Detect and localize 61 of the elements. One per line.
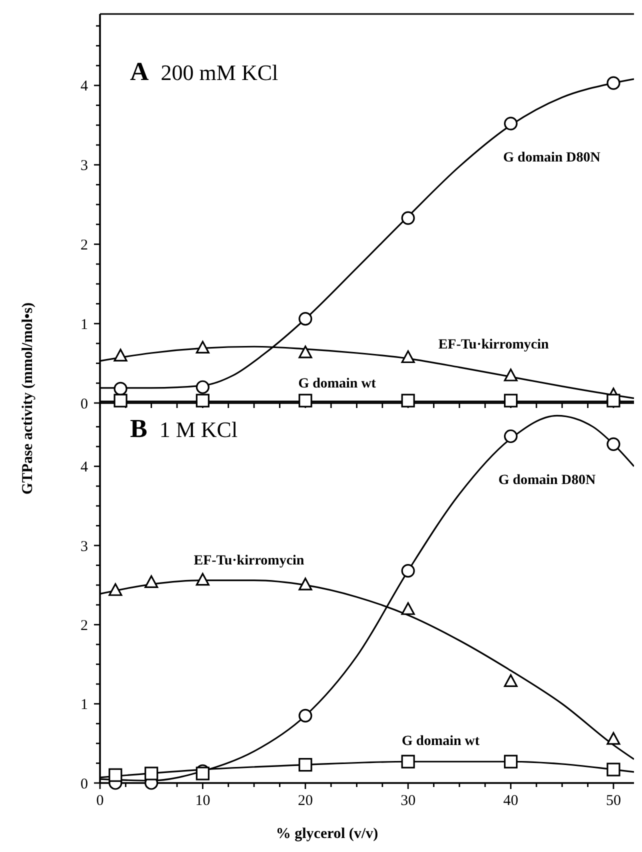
point [108,768,122,782]
point [504,674,518,687]
point [144,575,158,588]
point [504,429,518,444]
x-tick-label: 10 [195,793,210,809]
point [114,382,128,396]
point [606,732,620,745]
x-tick-label: 50 [606,793,621,809]
point [298,312,312,326]
y-tick-label: 4 [80,460,88,476]
point [606,76,620,90]
point [401,754,415,768]
point [401,564,415,578]
point [606,437,620,451]
annotation: G domain wt [402,734,480,750]
x-tick-label: 20 [298,793,313,809]
annotation: G domain wt [298,376,376,392]
point [298,708,312,723]
point [298,346,312,358]
point [144,766,158,780]
x-tick-label: 40 [503,793,518,809]
point [504,754,518,768]
point [401,602,415,615]
text: A 200 mM KCl [130,57,278,86]
y-tick-label: 0 [80,396,88,412]
point [298,758,312,772]
point [196,394,210,408]
annotation: EF-Tu·kirromycin [438,337,549,352]
point [114,394,128,408]
x-tick-label: 30 [400,793,416,809]
chart-title: B 1 M KCl [130,414,238,443]
y-tick-label: 3 [80,158,88,174]
point [504,394,518,408]
annotation: EF-Tu·kirromycin [194,553,304,568]
x-axis-title: % glycerol (v/v) [276,826,378,842]
y-tick-label: 1 [80,316,88,333]
point [298,394,312,408]
point [401,394,415,408]
point [196,340,210,354]
y-tick-label: 3 [80,538,88,555]
point [114,348,128,362]
point [108,583,122,596]
point [196,380,210,394]
point [298,578,312,590]
annotation: G domain D80N [498,472,596,488]
point [606,394,620,408]
x-tick-label: 0 [96,793,104,809]
point [504,116,518,130]
point [196,572,210,586]
point [401,211,415,225]
y-tick-label: 1 [80,697,88,714]
point [196,766,210,780]
y-tick-label: 2 [80,237,88,254]
point [606,762,620,776]
y-tick-label: 4 [80,78,88,95]
y-tick-label: 0 [80,776,88,792]
y-axis-title: GTPase activity (mmol/mol•s) [20,302,36,494]
point [401,350,415,364]
point [504,368,518,382]
annotation: G domain D80N [503,150,600,166]
y-tick-label: 2 [80,618,88,634]
